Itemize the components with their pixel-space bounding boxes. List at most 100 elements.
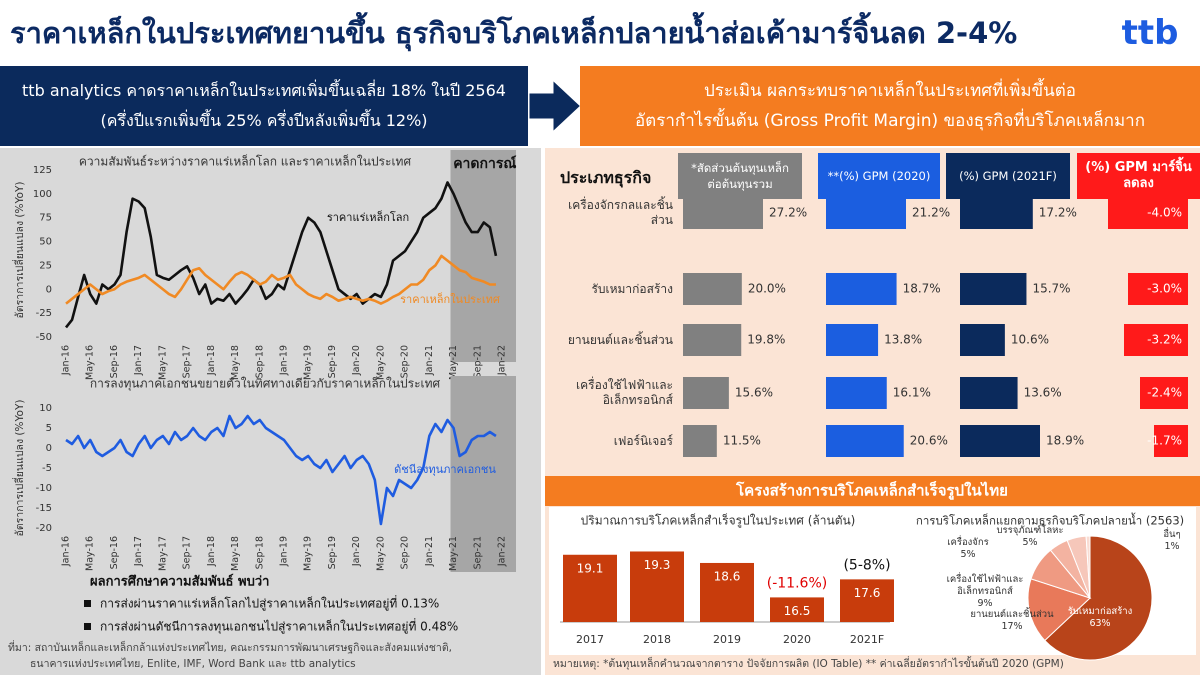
- bar: [826, 377, 887, 409]
- pie-label-value: 1%: [1164, 541, 1180, 552]
- x-tick-label: May-16: [85, 345, 96, 380]
- value-label: 19.3: [644, 558, 671, 572]
- bar: [683, 377, 729, 409]
- pie-label: บรรจุภัณฑ์โลหะ 5%: [988, 525, 1072, 549]
- value-label: 19.1: [577, 561, 604, 575]
- row-label: ยานยนต์และชิ้นส่วน: [567, 332, 673, 347]
- x-tick-label: May-21: [448, 345, 459, 380]
- y-tick-label: 0: [46, 443, 52, 454]
- finding: การส่งผ่านดัชนีการลงทุนเอกชนไปสู่ราคาเหล…: [100, 618, 458, 635]
- bullet: [84, 623, 91, 630]
- value-label: 18.9%: [1046, 434, 1084, 448]
- y-tick-label: 5: [46, 423, 52, 434]
- y-tick-label: -10: [36, 483, 52, 494]
- x-tick-label: May-17: [157, 536, 168, 571]
- x-tick-label: Jan-21: [424, 345, 435, 376]
- row-label: เฟอร์นิเจอร์: [613, 433, 673, 448]
- x-tick-label: Sep-18: [254, 536, 265, 569]
- bar: [683, 324, 742, 356]
- bar: [563, 554, 617, 622]
- x-tick-label: Sep-19: [327, 536, 338, 569]
- annotation: (5-8%): [843, 557, 890, 573]
- forecast-shade: [450, 376, 516, 572]
- x-tick-label: Jan-19: [279, 345, 290, 376]
- value-label: 19.8%: [747, 333, 785, 347]
- x-tick-label: Sep-21: [472, 536, 483, 569]
- finding: การส่งผ่านราคาแร่เหล็กโลกไปสู่ราคาเหล็กใ…: [100, 595, 439, 612]
- column-header: (%) GPM (2021F): [946, 153, 1070, 199]
- arrow: [526, 74, 585, 138]
- findings-title: ผลการศึกษาความสัมพันธ์ พบว่า: [90, 574, 269, 590]
- value-label: 20.0%: [748, 282, 786, 296]
- x-tick-label: May-17: [157, 345, 168, 380]
- bar: [1140, 377, 1188, 409]
- value-label: 13.6%: [1024, 386, 1062, 400]
- value-label: 16.1%: [893, 386, 931, 400]
- y-tick-label: 0: [46, 284, 52, 295]
- pie-label: อื่นๆ 1%: [1130, 529, 1200, 553]
- x-tick-label: 2020: [783, 633, 811, 646]
- pie-label-value: 5%: [1022, 537, 1038, 548]
- x-tick-label: Jan-22: [497, 536, 508, 567]
- y-tick-label: -5: [42, 463, 52, 474]
- pie-slice: [1027, 578, 1091, 642]
- bar: [826, 425, 904, 457]
- value-label: 18.6: [714, 569, 741, 583]
- x-tick-label: Jan-18: [206, 536, 217, 567]
- bar: [1128, 273, 1188, 305]
- section-bar: [545, 476, 1200, 506]
- x-tick-label: Jan-20: [351, 536, 362, 567]
- bar: [840, 579, 894, 622]
- x-tick-label: Sep-20: [400, 536, 411, 569]
- x-tick-label: Sep-17: [182, 536, 193, 569]
- value-label: -2.4%: [1147, 386, 1182, 400]
- x-tick-label: May-19: [303, 345, 314, 380]
- column-header: **(%) GPM (2020): [818, 153, 940, 199]
- y-tick-label: -25: [36, 308, 52, 319]
- forecast-label: คาดการณ์: [453, 155, 516, 172]
- bar: [683, 425, 717, 457]
- y-tick-label: 10: [39, 403, 52, 414]
- value-label: 20.6%: [910, 434, 948, 448]
- y-tick-label: 100: [33, 189, 52, 200]
- value-label: 10.6%: [1011, 333, 1049, 347]
- y-tick-label: -50: [36, 332, 52, 343]
- pie-label-name: ยานยนต์และชิ้นส่วน: [970, 609, 1054, 620]
- chart-title: ความสัมพันธ์ระหว่างราคาแร่เหล็กโลก และรา…: [79, 154, 412, 169]
- y-tick-label: 25: [39, 260, 52, 271]
- banner-left: ttb analytics คาดราคาเหล็กในประเทศเพิ่มข…: [0, 66, 528, 146]
- chart-title: ปริมาณการบริโภคเหล็กสำเร็จรูปในประเทศ (ล…: [581, 513, 856, 529]
- bar: [1124, 324, 1188, 356]
- bar: [960, 425, 1040, 457]
- source: ธนาคารแห่งประเทศไทย, Enlite, IMF, Word B…: [30, 657, 356, 670]
- forecast-shade: [450, 150, 516, 362]
- row-label: เครื่องใช้ไฟฟ้าและอิเล็กทรอนิกส์: [576, 378, 673, 407]
- value-label: -3.2%: [1147, 333, 1182, 347]
- x-tick-label: Sep-20: [400, 345, 411, 378]
- y-tick-label: -15: [36, 503, 52, 514]
- section-title: โครงสร้างการบริโภคเหล็กสำเร็จรูปในไทย: [735, 481, 1008, 501]
- y-tick-label: 125: [33, 165, 52, 176]
- pie-label-name: เครื่องใช้ไฟฟ้าและอิเล็กทรอนิกส์: [946, 574, 1024, 597]
- value-label: 17.6: [854, 586, 881, 600]
- pie-label-name: เครื่องจักร: [947, 537, 989, 548]
- series-line: [65, 414, 497, 526]
- x-tick-label: Jan-21: [424, 536, 435, 567]
- pie-slice: [1085, 535, 1091, 599]
- bar: [960, 197, 1033, 229]
- y-axis-label: อัตราการเปลี่ยนแปลง (%YoY): [12, 400, 26, 537]
- chart-title: การลงทุนภาคเอกชนขยายตัวในทิศทางเดียวกับร…: [90, 376, 441, 392]
- banner-line: ประเมิน ผลกระทบราคาเหล็กในประเทศที่เพิ่ม…: [703, 81, 1077, 101]
- pie-label-name: รับเหมาก่อสร้าง: [1067, 606, 1133, 617]
- bar: [826, 197, 906, 229]
- pie-label-value: 17%: [1001, 621, 1023, 632]
- note: หมายเหตุ: *ต้นทุนเหล็กคำนวณจากตาราง ปัจจ…: [553, 656, 1064, 670]
- x-tick-label: Sep-17: [182, 345, 193, 378]
- y-tick-label: 75: [39, 213, 52, 224]
- pie-label: เครื่องจักร 5%: [926, 537, 1010, 561]
- series-label: ราคาแร่เหล็กโลก: [327, 210, 409, 224]
- bar: [700, 562, 754, 622]
- banner-line: อัตรากำไรขั้นต้น (Gross Profit Margin) ข…: [634, 111, 1146, 131]
- banner-line: (ครึ่งปีแรกเพิ่มขึ้น 25% ครึ่งปีหลังเพิ่…: [100, 111, 428, 130]
